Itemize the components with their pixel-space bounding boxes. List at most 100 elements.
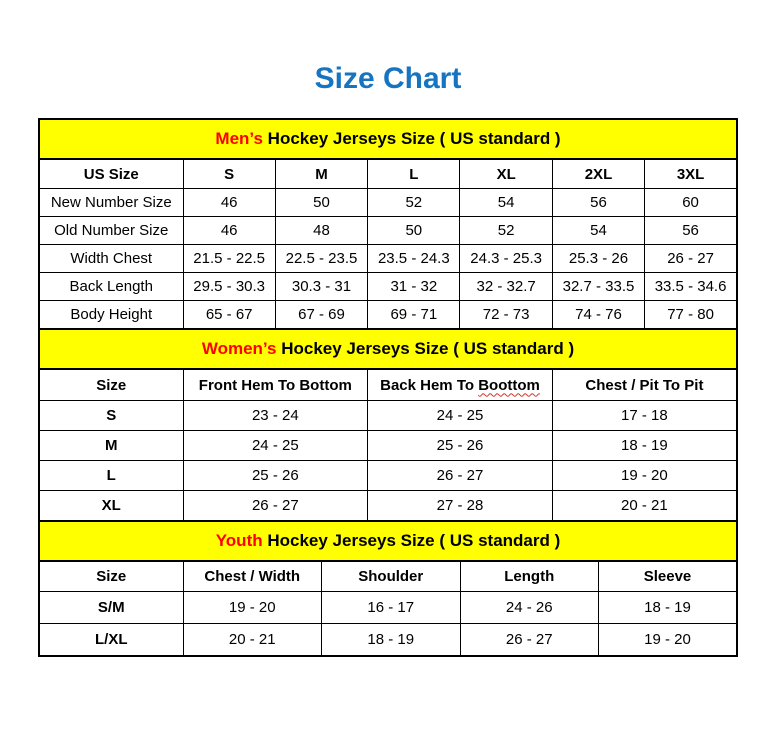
value-cell: 24.3 - 25.3 (459, 244, 553, 273)
mens-size-table: Men’s Hockey Jerseys Size ( US standard … (38, 118, 738, 330)
row-label: Width Chest (38, 244, 184, 273)
value-cell: 24 - 26 (459, 591, 599, 624)
row-label: Back Length (38, 272, 184, 301)
value-cell: 46 (182, 216, 276, 245)
womens-band-row: Women’s Hockey Jerseys Size ( US standar… (38, 328, 738, 370)
table-row: L/XL 20 - 21 18 - 19 26 - 27 19 - 20 (38, 623, 738, 657)
value-cell: 30.3 - 31 (274, 272, 369, 301)
value-cell: 77 - 80 (644, 300, 738, 330)
header-cell: 3XL (644, 158, 738, 189)
value-cell: 25 - 26 (182, 460, 369, 491)
header-cell-text: Back Hem To (380, 376, 479, 394)
header-cell: Length (459, 560, 599, 592)
value-cell: 19 - 20 (182, 591, 322, 624)
table-row: Back Length 29.5 - 30.3 30.3 - 31 31 - 3… (38, 272, 738, 301)
table-row: M 24 - 25 25 - 26 18 - 19 (38, 430, 738, 461)
header-cell: Chest / Width (182, 560, 322, 592)
value-cell: 18 - 19 (551, 430, 738, 461)
row-label: S/M (38, 591, 184, 624)
value-cell: 24 - 25 (182, 430, 369, 461)
mens-header-row: US Size S M L XL 2XL 3XL (38, 158, 738, 189)
value-cell: 46 (182, 188, 276, 217)
row-label: XL (38, 490, 184, 522)
youth-band-highlight: Youth (215, 531, 263, 550)
value-cell: 32.7 - 33.5 (551, 272, 646, 301)
value-cell: 22.5 - 23.5 (274, 244, 369, 273)
page-title: Size Chart (314, 62, 462, 95)
mens-band-row: Men’s Hockey Jerseys Size ( US standard … (38, 118, 738, 160)
womens-band-highlight: Women’s (201, 339, 277, 358)
value-cell: 69 - 71 (367, 300, 461, 330)
value-cell: 21.5 - 22.5 (182, 244, 276, 273)
value-cell: 17 - 18 (551, 400, 738, 431)
value-cell: 19 - 20 (598, 623, 738, 657)
value-cell: 23 - 24 (182, 400, 369, 431)
header-cell: L (367, 158, 461, 189)
value-cell: 50 (274, 188, 369, 217)
table-row: Body Height 65 - 67 67 - 69 69 - 71 72 -… (38, 300, 738, 330)
misspelled-word: Boottom (478, 376, 540, 394)
header-cell: Chest / Pit To Pit (551, 368, 738, 401)
womens-header-row: Size Front Hem To Bottom Back Hem To Boo… (38, 368, 738, 401)
table-row: XL 26 - 27 27 - 28 20 - 21 (38, 490, 738, 522)
value-cell: 20 - 21 (551, 490, 738, 522)
value-cell: 18 - 19 (598, 591, 738, 624)
row-label: M (38, 430, 184, 461)
row-label: New Number Size (38, 188, 184, 217)
table-row: S 23 - 24 24 - 25 17 - 18 (38, 400, 738, 431)
value-cell: 23.5 - 24.3 (367, 244, 461, 273)
value-cell: 33.5 - 34.6 (644, 272, 738, 301)
value-cell: 48 (274, 216, 369, 245)
value-cell: 27 - 28 (367, 490, 553, 522)
value-cell: 26 - 27 (367, 460, 553, 491)
value-cell: 25.3 - 26 (551, 244, 646, 273)
womens-band-rest: Hockey Jerseys Size ( US standard ) (276, 339, 575, 358)
header-cell: M (274, 158, 369, 189)
table-row: Old Number Size 46 48 50 52 54 56 (38, 216, 738, 245)
value-cell: 72 - 73 (459, 300, 553, 330)
table-row: S/M 19 - 20 16 - 17 24 - 26 18 - 19 (38, 591, 738, 624)
youth-band-row: Youth Hockey Jerseys Size ( US standard … (38, 520, 738, 562)
header-cell: Sleeve (598, 560, 738, 592)
value-cell: 52 (367, 188, 461, 217)
header-cell: S (182, 158, 276, 189)
mens-band-title: Men’s Hockey Jerseys Size ( US standard … (38, 118, 738, 160)
header-cell: US Size (38, 158, 184, 189)
row-label: Old Number Size (38, 216, 184, 245)
value-cell: 67 - 69 (274, 300, 369, 330)
value-cell: 19 - 20 (551, 460, 738, 491)
header-cell: Shoulder (321, 560, 461, 592)
womens-size-table: Women’s Hockey Jerseys Size ( US standar… (38, 328, 738, 522)
value-cell: 26 - 27 (182, 490, 369, 522)
youth-band-title: Youth Hockey Jerseys Size ( US standard … (38, 520, 738, 562)
value-cell: 31 - 32 (367, 272, 461, 301)
header-cell: XL (459, 158, 553, 189)
value-cell: 56 (551, 188, 646, 217)
value-cell: 18 - 19 (321, 623, 461, 657)
mens-band-rest: Hockey Jerseys Size ( US standard ) (262, 129, 561, 148)
value-cell: 60 (644, 188, 738, 217)
header-cell: Size (38, 560, 184, 592)
size-chart-tables: Men’s Hockey Jerseys Size ( US standard … (38, 118, 738, 657)
header-cell: Back Hem To Boottom (367, 368, 553, 401)
value-cell: 50 (367, 216, 461, 245)
value-cell: 20 - 21 (182, 623, 322, 657)
table-row: Width Chest 21.5 - 22.5 22.5 - 23.5 23.5… (38, 244, 738, 273)
value-cell: 65 - 67 (182, 300, 276, 330)
youth-band-rest: Hockey Jerseys Size ( US standard ) (262, 531, 561, 550)
table-row: New Number Size 46 50 52 54 56 60 (38, 188, 738, 217)
row-label: Body Height (38, 300, 184, 330)
value-cell: 32 - 32.7 (459, 272, 553, 301)
value-cell: 29.5 - 30.3 (182, 272, 276, 301)
value-cell: 16 - 17 (321, 591, 461, 624)
value-cell: 24 - 25 (367, 400, 553, 431)
value-cell: 26 - 27 (459, 623, 599, 657)
womens-band-title: Women’s Hockey Jerseys Size ( US standar… (38, 328, 738, 370)
value-cell: 54 (459, 188, 553, 217)
row-label: S (38, 400, 184, 431)
value-cell: 56 (644, 216, 738, 245)
table-row: L 25 - 26 26 - 27 19 - 20 (38, 460, 738, 491)
row-label: L/XL (38, 623, 184, 657)
value-cell: 74 - 76 (551, 300, 646, 330)
value-cell: 25 - 26 (367, 430, 553, 461)
